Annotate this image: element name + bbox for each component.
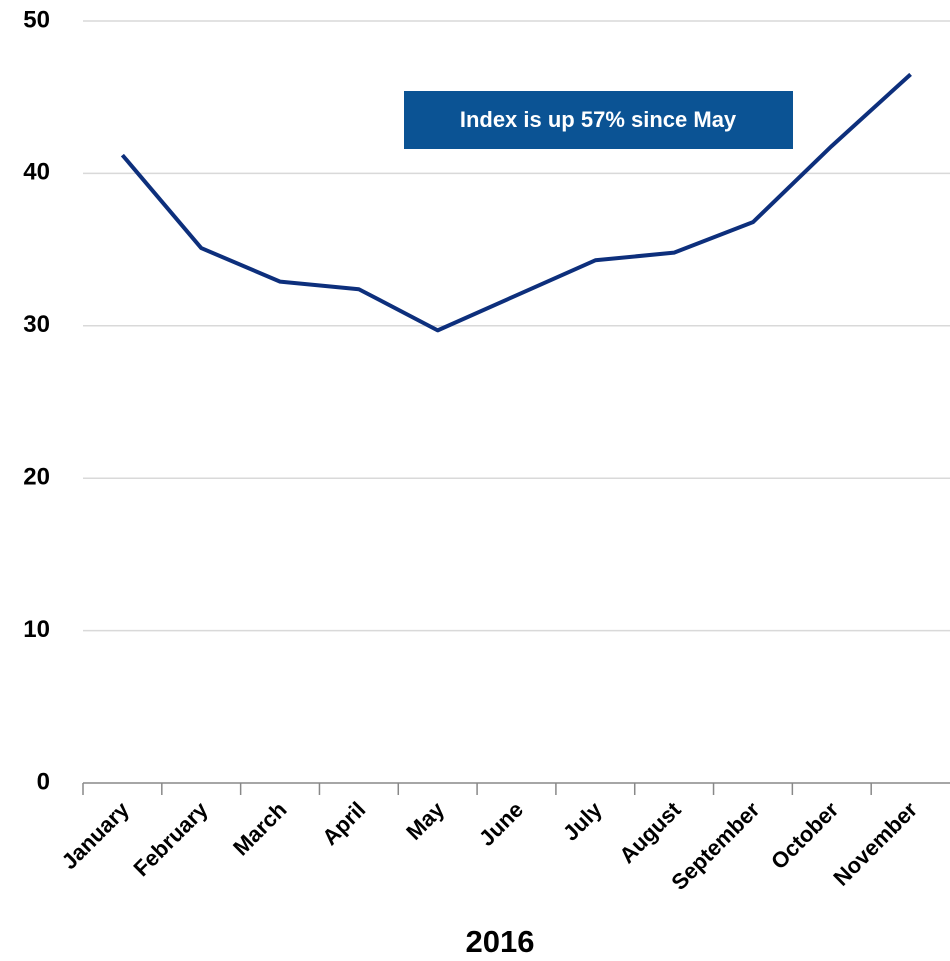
y-tick-label: 40 — [23, 159, 50, 186]
x-axis-title: 2016 — [466, 924, 535, 959]
y-tick-label: 30 — [23, 311, 50, 338]
x-tick-label: November — [828, 797, 922, 891]
x-tick-label: August — [614, 796, 686, 868]
y-tick-label: 10 — [23, 616, 50, 643]
y-tick-label: 20 — [23, 464, 50, 491]
x-tick-label: July — [558, 796, 607, 845]
y-tick-label: 50 — [23, 6, 50, 33]
x-tick-label: May — [401, 796, 449, 844]
x-tick-label: June — [474, 797, 528, 851]
x-tick-label: April — [317, 797, 370, 850]
x-tick-label: March — [228, 797, 291, 860]
annotation: Index is up 57% since May — [460, 107, 737, 132]
x-tick-label: October — [766, 797, 844, 875]
x-tick-label: January — [57, 796, 135, 874]
x-tick-label: February — [129, 796, 214, 881]
y-tick-label: 0 — [37, 768, 50, 795]
line — [120, 72, 912, 333]
annotation-box — [404, 91, 793, 149]
